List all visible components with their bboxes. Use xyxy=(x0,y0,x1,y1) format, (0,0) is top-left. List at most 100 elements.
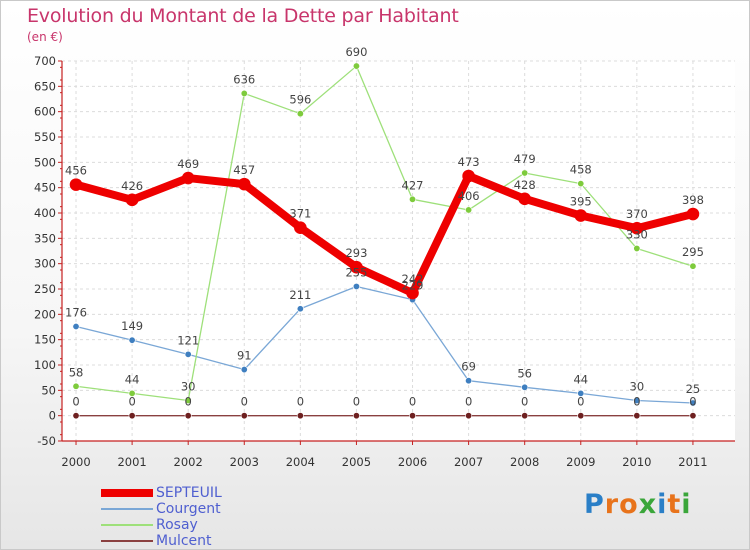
data-point-rosay xyxy=(184,396,192,404)
legend-swatch-rosay xyxy=(101,524,153,526)
data-label-septeuil: 469 xyxy=(177,157,199,171)
data-label-rosay: 58 xyxy=(69,365,84,379)
proxiti-logo: Proxiti xyxy=(584,489,692,520)
x-tick-label: 2001 xyxy=(117,455,146,469)
data-point-mulcent xyxy=(465,412,473,420)
x-tick-label: 2002 xyxy=(174,455,203,469)
logo-letter: P xyxy=(584,489,605,520)
data-label-septeuil: 426 xyxy=(121,179,143,193)
x-tick-label: 2007 xyxy=(454,455,483,469)
logo-letter: x xyxy=(638,489,658,520)
data-point-mulcent xyxy=(689,412,697,420)
data-point-courgent xyxy=(521,383,529,391)
data-label-septeuil: 456 xyxy=(65,164,87,178)
legend-label-courgent: Courgent xyxy=(156,501,221,517)
data-label-rosay: 295 xyxy=(682,245,704,259)
data-point-courgent xyxy=(72,322,80,330)
data-point-courgent xyxy=(128,336,136,344)
data-label-mulcent: 0 xyxy=(465,395,472,409)
data-label-septeuil: 395 xyxy=(570,195,592,209)
data-point-septeuil xyxy=(181,171,195,185)
data-point-rosay xyxy=(352,62,360,70)
data-point-rosay xyxy=(577,180,585,188)
data-label-courgent: 176 xyxy=(65,305,87,319)
data-point-septeuil xyxy=(406,286,419,300)
data-label-courgent: 25 xyxy=(686,382,701,396)
data-label-septeuil: 428 xyxy=(514,178,536,192)
data-label-rosay: 406 xyxy=(458,189,480,203)
y-tick-label: 400 xyxy=(34,206,56,220)
data-point-mulcent xyxy=(72,412,80,420)
legend-swatch-courgent xyxy=(101,508,153,510)
data-point-mulcent xyxy=(352,412,360,420)
data-point-septeuil xyxy=(294,221,307,234)
data-label-rosay: 30 xyxy=(181,379,196,393)
x-tick-label: 2010 xyxy=(622,455,651,469)
data-point-rosay xyxy=(296,110,304,118)
data-point-rosay xyxy=(689,262,697,270)
data-point-mulcent xyxy=(240,412,248,420)
data-label-rosay: 636 xyxy=(233,72,255,86)
data-label-rosay: 44 xyxy=(125,372,140,386)
y-tick-label: 150 xyxy=(34,333,56,347)
data-point-mulcent xyxy=(128,412,136,420)
legend-label-rosay: Rosay xyxy=(156,517,198,533)
data-point-rosay xyxy=(72,382,80,390)
data-label-rosay: 330 xyxy=(626,227,648,241)
data-label-courgent: 69 xyxy=(461,360,476,374)
logo-letter: i xyxy=(681,489,692,520)
logo-letter: o xyxy=(619,489,639,520)
data-label-courgent: 91 xyxy=(237,349,252,363)
legend-label-septeuil: SEPTEUIL xyxy=(156,485,222,501)
data-label-courgent: 56 xyxy=(517,366,532,380)
data-label-septeuil: 473 xyxy=(458,155,480,169)
data-label-mulcent: 0 xyxy=(633,395,640,409)
y-tick-label: 450 xyxy=(34,181,56,195)
data-point-septeuil xyxy=(69,178,83,191)
data-point-courgent xyxy=(465,377,473,385)
data-label-mulcent: 0 xyxy=(185,395,192,409)
data-label-septeuil: 398 xyxy=(682,193,704,207)
y-tick-label: 200 xyxy=(34,307,56,321)
data-point-mulcent xyxy=(577,412,585,420)
data-label-septeuil: 370 xyxy=(626,207,648,221)
data-point-rosay xyxy=(409,195,417,203)
data-point-courgent xyxy=(184,350,192,358)
data-label-rosay: 427 xyxy=(402,178,424,192)
x-tick-label: 2000 xyxy=(61,455,90,469)
y-tick-label: 500 xyxy=(34,155,56,169)
data-point-septeuil xyxy=(125,193,139,207)
series-line-septeuil xyxy=(72,172,697,298)
data-label-septeuil: 457 xyxy=(233,163,255,177)
data-label-courgent: 255 xyxy=(345,265,367,279)
data-point-septeuil xyxy=(574,209,588,222)
logo-letter: t xyxy=(667,489,682,520)
series-line-courgent xyxy=(75,285,694,404)
logo-letter: i xyxy=(657,489,668,520)
data-label-courgent: 30 xyxy=(630,379,645,393)
data-point-mulcent xyxy=(296,412,304,420)
data-label-rosay: 690 xyxy=(345,45,367,59)
data-point-mulcent xyxy=(409,412,417,420)
data-point-courgent xyxy=(240,366,248,374)
data-point-rosay xyxy=(521,169,529,177)
data-point-septeuil xyxy=(518,192,531,206)
x-tick-label: 2004 xyxy=(286,455,315,469)
data-label-rosay: 479 xyxy=(514,152,536,166)
data-label-mulcent: 0 xyxy=(409,395,416,409)
data-label-mulcent: 0 xyxy=(577,395,584,409)
data-point-septeuil xyxy=(462,169,475,183)
unit-label: (en €) xyxy=(27,30,63,44)
data-label-mulcent: 0 xyxy=(353,395,360,409)
data-point-rosay xyxy=(240,89,248,97)
y-tick-label: -50 xyxy=(37,434,56,448)
y-tick-label: 100 xyxy=(34,358,56,372)
x-tick-label: 2008 xyxy=(510,455,539,469)
data-label-septeuil: 371 xyxy=(289,207,311,221)
data-label-courgent: 149 xyxy=(121,319,143,333)
data-label-septeuil: 242 xyxy=(402,272,424,286)
data-point-rosay xyxy=(465,206,473,214)
data-label-rosay: 458 xyxy=(570,163,592,177)
y-tick-label: 550 xyxy=(34,130,56,144)
